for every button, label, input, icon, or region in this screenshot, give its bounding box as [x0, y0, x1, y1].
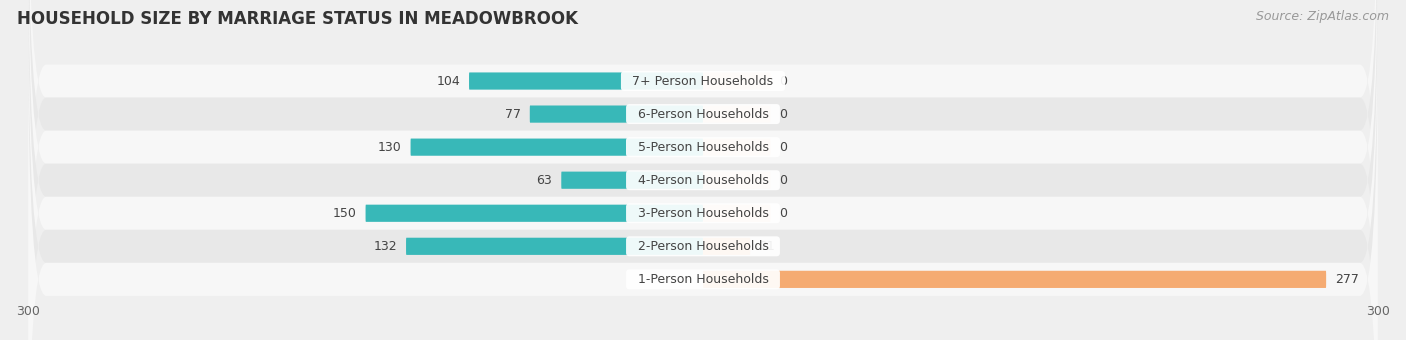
Text: 0: 0 — [779, 207, 787, 220]
Text: 130: 130 — [378, 141, 402, 154]
Text: 0: 0 — [779, 74, 787, 87]
FancyBboxPatch shape — [703, 172, 770, 189]
FancyBboxPatch shape — [470, 72, 703, 90]
FancyBboxPatch shape — [703, 72, 770, 90]
FancyBboxPatch shape — [703, 105, 770, 123]
FancyBboxPatch shape — [28, 32, 1378, 340]
FancyBboxPatch shape — [28, 0, 1378, 340]
Text: 104: 104 — [436, 74, 460, 87]
Text: 4-Person Households: 4-Person Households — [630, 174, 776, 187]
FancyBboxPatch shape — [530, 105, 703, 123]
FancyBboxPatch shape — [406, 238, 703, 255]
FancyBboxPatch shape — [561, 172, 703, 189]
Text: 1-Person Households: 1-Person Households — [630, 273, 776, 286]
Text: 132: 132 — [374, 240, 396, 253]
FancyBboxPatch shape — [703, 271, 1326, 288]
Text: 277: 277 — [1336, 273, 1360, 286]
Text: 2-Person Households: 2-Person Households — [630, 240, 776, 253]
FancyBboxPatch shape — [28, 0, 1378, 340]
Text: Source: ZipAtlas.com: Source: ZipAtlas.com — [1256, 10, 1389, 23]
FancyBboxPatch shape — [28, 0, 1378, 329]
Text: 21: 21 — [759, 240, 775, 253]
Text: 77: 77 — [505, 107, 520, 121]
Text: 150: 150 — [333, 207, 357, 220]
Text: 63: 63 — [537, 174, 553, 187]
Text: HOUSEHOLD SIZE BY MARRIAGE STATUS IN MEADOWBROOK: HOUSEHOLD SIZE BY MARRIAGE STATUS IN MEA… — [17, 10, 578, 28]
FancyBboxPatch shape — [28, 0, 1378, 340]
Text: 6-Person Households: 6-Person Households — [630, 107, 776, 121]
FancyBboxPatch shape — [411, 139, 703, 156]
Text: 5-Person Households: 5-Person Households — [630, 141, 776, 154]
Text: 7+ Person Households: 7+ Person Households — [624, 74, 782, 87]
FancyBboxPatch shape — [366, 205, 703, 222]
FancyBboxPatch shape — [703, 238, 751, 255]
FancyBboxPatch shape — [28, 0, 1378, 340]
Text: 0: 0 — [779, 174, 787, 187]
Text: 0: 0 — [779, 141, 787, 154]
Text: 0: 0 — [779, 107, 787, 121]
Text: 3-Person Households: 3-Person Households — [630, 207, 776, 220]
FancyBboxPatch shape — [703, 139, 770, 156]
FancyBboxPatch shape — [703, 205, 770, 222]
FancyBboxPatch shape — [28, 0, 1378, 340]
